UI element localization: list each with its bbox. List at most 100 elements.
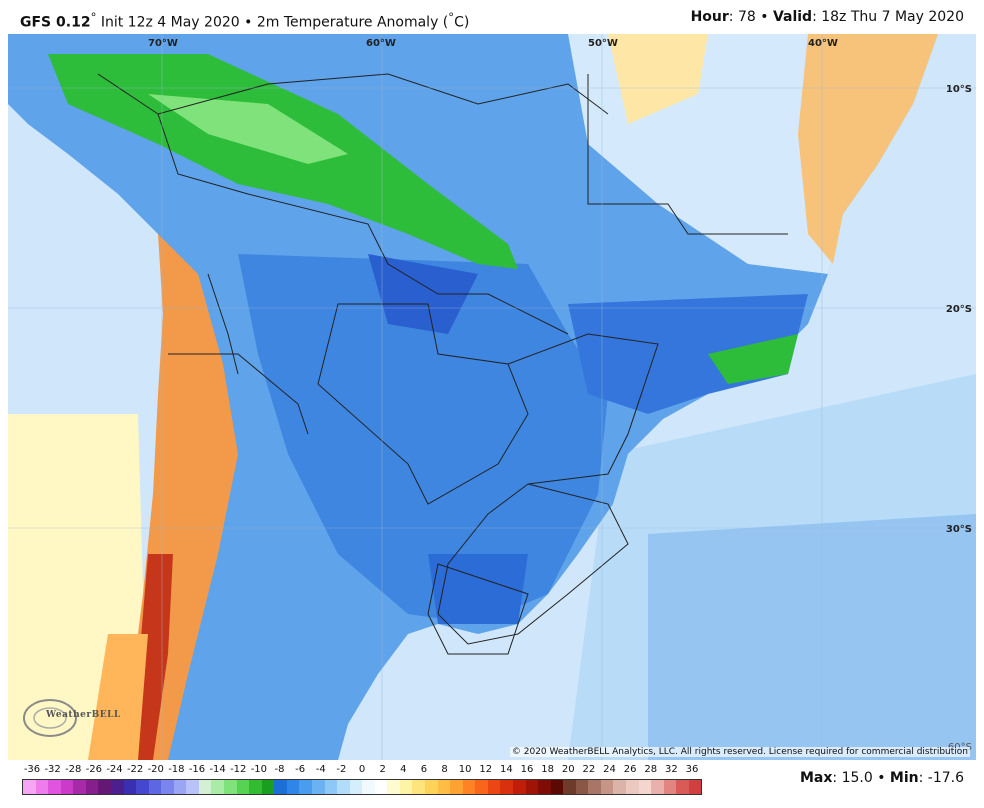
- max-label: Max: [799, 770, 833, 786]
- legend-tick: -4: [315, 764, 326, 775]
- color-swatch: [638, 780, 652, 794]
- andes-hot-core: [133, 554, 173, 760]
- lat-label-30s: 30°S: [945, 524, 972, 535]
- color-swatch: [399, 780, 413, 794]
- legend-tick: -10: [250, 764, 268, 775]
- warm-patch-north: [608, 34, 708, 124]
- color-swatch: [110, 780, 124, 794]
- color-swatch: [651, 780, 664, 794]
- legend-tick: 4: [400, 764, 407, 775]
- legend-tick-labels: -36 -32 -28 -26 -24 -22 -20 -18 -16 -14 -12 -10 -8 -6…: [22, 764, 702, 778]
- legend-tick: 12: [479, 764, 493, 775]
- legend-tick: -12: [230, 764, 247, 775]
- color-swatch: [311, 780, 325, 794]
- lon-label-70w: 70°W: [148, 38, 178, 49]
- legend-tick: 18: [541, 764, 554, 775]
- color-swatch: [261, 780, 275, 794]
- valid-time: Hour: 78 • Valid: 18z Thu 7 May 2020: [691, 0, 964, 34]
- color-swatch: [512, 780, 526, 794]
- valid-label: Valid: [772, 9, 813, 25]
- color-swatch: [299, 780, 312, 794]
- legend-tick: 36: [685, 764, 699, 775]
- color-swatch: [136, 780, 149, 794]
- color-swatch: [563, 780, 576, 794]
- color-swatch: [588, 780, 601, 794]
- legend-tick: 24: [603, 764, 616, 775]
- color-swatch: [98, 780, 111, 794]
- color-swatch: [173, 780, 187, 794]
- init-and-variable: Init 12z 4 May 2020 • 2m Temperature Ano…: [96, 14, 449, 31]
- cold-anomaly-core: [368, 254, 478, 334]
- hour-value: : 78 •: [728, 9, 773, 25]
- color-swatch: [550, 780, 564, 794]
- legend-tick: -24: [106, 764, 123, 775]
- color-swatch: [123, 780, 137, 794]
- legend-tick: -22: [126, 764, 144, 775]
- min-value: : -17.6: [918, 770, 964, 786]
- color-swatch: [211, 780, 224, 794]
- lon-label-60w: 60°W: [366, 38, 396, 49]
- color-swatch: [600, 780, 614, 794]
- green-cold-band: [48, 54, 518, 269]
- color-swatch: [450, 780, 463, 794]
- title: GFS 0.12° Init 12z 4 May 2020 • 2m Tempe…: [20, 0, 469, 40]
- legend-tick: -36: [23, 764, 41, 775]
- legend-tick: 14: [500, 764, 513, 775]
- chile-warm: [88, 634, 148, 760]
- color-swatch: [575, 780, 589, 794]
- color-swatch: [613, 780, 626, 794]
- map-canvas: [8, 34, 976, 760]
- color-swatch: [148, 780, 162, 794]
- legend-tick: -32: [44, 764, 61, 775]
- color-swatch: [48, 780, 61, 794]
- color-swatch: [337, 780, 350, 794]
- unit-c: C): [454, 14, 470, 31]
- max-value: : 15.0 •: [832, 770, 890, 786]
- legend-tick: 20: [561, 764, 575, 775]
- legend-tick: 16: [520, 764, 534, 775]
- warm-coastal-northeast: [798, 34, 938, 264]
- color-swatch: [663, 780, 677, 794]
- color-swatch: [324, 780, 338, 794]
- color-swatch: [412, 780, 425, 794]
- legend-tick: -2: [336, 764, 347, 775]
- logo-swirl-icon: [23, 699, 77, 737]
- cold-anomaly-interior: [238, 254, 608, 624]
- legend-tick: -8: [274, 764, 285, 775]
- color-swatch: [688, 780, 702, 794]
- color-swatch: [676, 780, 689, 794]
- anomaly-map: 70°W 60°W 50°W 40°W 10°S 20°S 30°S 60°S …: [8, 34, 976, 760]
- legend-tick: -26: [85, 764, 103, 775]
- legend-tick: 6: [420, 764, 428, 775]
- valid-value: : 18z Thu 7 May 2020: [812, 9, 964, 25]
- cold-anomaly-southeast: [568, 294, 808, 414]
- color-swatch: [85, 780, 99, 794]
- graticule: [8, 34, 976, 760]
- max-min-stats: Max: 15.0 • Min: -17.6: [800, 770, 964, 786]
- logo-text: WeatherBELL: [46, 710, 121, 720]
- color-swatch: [286, 780, 300, 794]
- legend-tick: 26: [623, 764, 637, 775]
- legend-tick: 28: [644, 764, 658, 775]
- header: GFS 0.12° Init 12z 4 May 2020 • 2m Tempe…: [0, 0, 984, 34]
- weatherbell-logo: WeatherBELL: [20, 696, 130, 740]
- color-swatch: [487, 780, 501, 794]
- legend-tick: 8: [441, 764, 448, 775]
- lon-label-50w: 50°W: [588, 38, 618, 49]
- legend-tick: -28: [65, 764, 82, 775]
- color-swatch: [387, 780, 400, 794]
- color-swatch: [475, 780, 488, 794]
- color-swatch: [73, 780, 86, 794]
- color-swatch: [23, 780, 36, 794]
- degree-mark: °: [90, 10, 97, 24]
- legend-tick: 2: [379, 764, 386, 775]
- color-swatch: [538, 780, 551, 794]
- green-cold-band-light: [148, 94, 348, 164]
- color-swatch: [425, 780, 438, 794]
- green-cold-coastal: [708, 334, 798, 384]
- cold-anomaly-uruguay: [428, 554, 528, 624]
- min-label: Min: [889, 770, 919, 786]
- color-swatch: [60, 780, 74, 794]
- lat-label-20s: 20°S: [945, 304, 972, 315]
- country-borders: [97, 73, 788, 655]
